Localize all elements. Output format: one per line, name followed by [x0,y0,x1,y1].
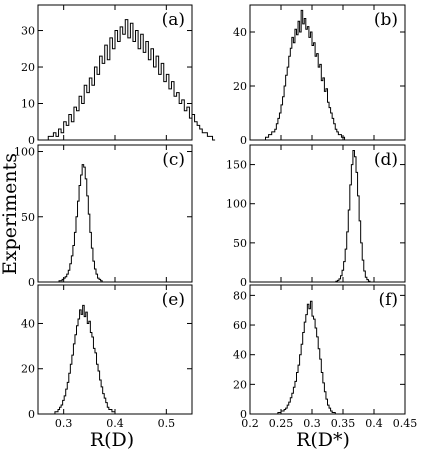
y-tick-label: 50 [233,237,247,250]
y-tick-label: 20 [233,378,247,391]
x-axis-title-right: R(D*) [296,429,350,451]
y-tick-label: 0 [240,408,247,421]
panel-label: (a) [162,10,185,30]
panel-label: (e) [162,290,185,310]
y-tick-label: 0 [28,134,35,147]
y-tick-label: 0 [240,276,247,289]
panel-frame [249,284,406,415]
y-tick-label: 30 [21,25,35,38]
histogram-bars [53,304,117,415]
x-tick-label: 0.4 [106,417,124,430]
panel-frame [249,4,406,141]
x-tick-label: 0.4 [365,417,383,430]
y-tick-label: 40 [233,26,247,39]
x-tick-label: 0.3 [303,417,321,430]
panel-c: 0 50 100 (c) [14,144,193,289]
y-tick-label: 80 [233,289,247,302]
panel-a: 0 10 20 30 (a) [21,4,216,147]
y-tick-label: 20 [233,80,247,93]
panel-frame [249,144,406,283]
y-tick-label: 100 [14,146,35,159]
y-axis-title: Experiments [0,153,21,275]
panel-f: 0 20 40 60 80 0.2 0.25 0.3 0.35 0.4 0.45 (f) [233,284,418,430]
y-tick-label: 0 [28,408,35,421]
panel-e: 0 20 40 0.3 0.4 0.5 (e) [21,284,193,430]
panel-label: (c) [162,150,185,170]
y-tick-label: 20 [21,61,35,74]
histogram-bars [262,9,348,141]
panel-label: (f) [378,290,398,310]
histogram-bars [55,164,104,283]
x-tick-label: 0.5 [158,417,176,430]
panel-b: 0 20 40 (b) [233,4,406,147]
histogram-bars [334,149,372,283]
x-tick-label: 0.25 [269,417,294,430]
y-tick-label: 40 [21,317,35,330]
y-tick-label: 100 [226,198,247,211]
x-axis-title-left: R(D) [90,429,134,451]
x-tick-label: 0.35 [331,417,356,430]
histogram-bars [274,300,337,415]
y-tick-label: 0 [28,276,35,289]
panel-label: (d) [374,150,398,170]
y-tick-label: 60 [233,319,247,332]
y-tick-label: 10 [21,98,35,111]
x-tick-label: 0.3 [55,417,73,430]
x-tick-label: 0.45 [393,417,418,430]
panel-d: 0 50 100 150 (d) [226,144,406,289]
y-tick-label: 20 [21,363,35,376]
y-tick-label: 40 [233,349,247,362]
y-tick-label: 150 [226,159,247,172]
y-tick-label: 50 [21,211,35,224]
x-tick-label: 0.2 [241,417,259,430]
histogram-bars [40,19,216,141]
panel-label: (b) [374,10,398,30]
y-tick-label: 0 [240,134,247,147]
